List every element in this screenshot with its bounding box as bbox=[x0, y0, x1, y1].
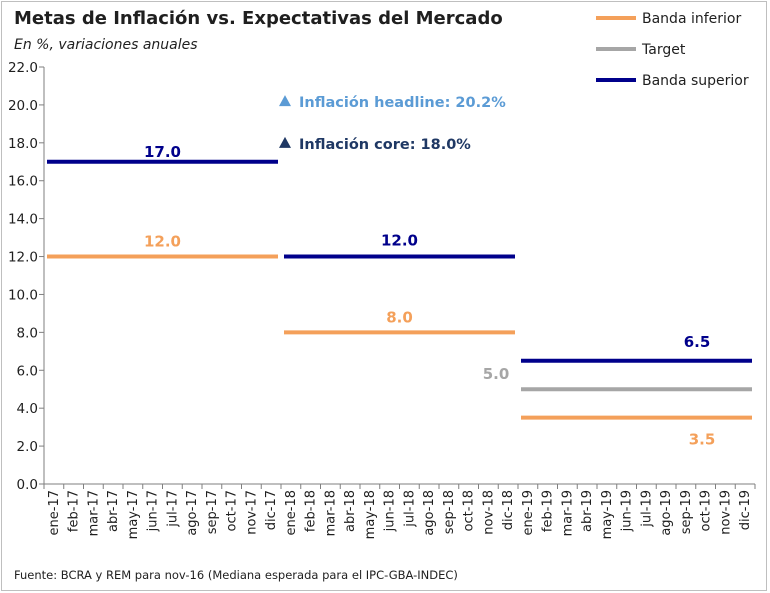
y-tick-label: 20.0 bbox=[8, 98, 38, 114]
annotation-label: Inflación core: 18.0% bbox=[299, 137, 471, 153]
x-tick-label: dic-19 bbox=[738, 490, 753, 530]
x-tick-label: ago-19 bbox=[659, 490, 674, 536]
annotation-triangle-marker bbox=[279, 136, 291, 148]
chart-subtitle: En %, variaciones anuales bbox=[14, 37, 198, 53]
y-tick-label: 18.0 bbox=[8, 136, 38, 152]
legend-label: Target bbox=[641, 42, 686, 58]
x-tick-label: oct-19 bbox=[699, 490, 714, 531]
x-tick-label: ene-17 bbox=[47, 490, 62, 535]
data-label: 12.0 bbox=[381, 232, 418, 250]
x-tick-label: feb-17 bbox=[67, 490, 82, 532]
y-tick-label: 16.0 bbox=[8, 174, 38, 190]
data-label: 3.5 bbox=[689, 431, 716, 449]
x-tick-label: abr-19 bbox=[580, 490, 595, 532]
legend-label: Banda inferior bbox=[642, 11, 741, 27]
x-tick-label: may-19 bbox=[600, 490, 615, 539]
x-tick-label: ene-19 bbox=[521, 490, 536, 535]
x-tick-label: mar-19 bbox=[560, 490, 575, 536]
y-tick-label: 22.0 bbox=[8, 60, 38, 76]
x-tick-label: dic-17 bbox=[264, 490, 279, 530]
x-tick-label: nov-17 bbox=[244, 490, 259, 535]
y-tick-label: 2.0 bbox=[17, 439, 38, 455]
x-tick-label: feb-19 bbox=[541, 490, 556, 532]
x-tick-label: ago-17 bbox=[185, 490, 200, 536]
x-tick-label: nov-19 bbox=[718, 490, 733, 535]
x-tick-label: abr-17 bbox=[106, 490, 121, 532]
x-tick-label: mar-17 bbox=[86, 490, 101, 536]
x-tick-label: jul-19 bbox=[639, 490, 654, 528]
chart-title: Metas de Inflación vs. Expectativas del … bbox=[14, 8, 503, 29]
x-tick-label: oct-17 bbox=[225, 490, 240, 531]
x-tick-label: jul-17 bbox=[165, 490, 180, 528]
x-tick-label: jul-18 bbox=[402, 490, 417, 528]
x-tick-label: may-17 bbox=[126, 490, 141, 539]
x-tick-label: sep-17 bbox=[205, 490, 220, 534]
x-tick-label: sep-19 bbox=[679, 490, 694, 534]
y-tick-label: 8.0 bbox=[17, 325, 38, 341]
legend-label: Banda superior bbox=[642, 73, 749, 89]
y-tick-label: 14.0 bbox=[8, 212, 38, 228]
x-tick-label: may-18 bbox=[363, 490, 378, 539]
annotation-triangle-marker bbox=[279, 95, 291, 107]
x-tick-label: oct-18 bbox=[462, 490, 477, 531]
x-tick-label: mar-18 bbox=[323, 490, 338, 536]
data-label: 6.5 bbox=[684, 333, 711, 351]
annotation-label: Inflación headline: 20.2% bbox=[299, 95, 506, 111]
y-tick-label: 12.0 bbox=[8, 250, 38, 266]
y-tick-label: 6.0 bbox=[17, 363, 38, 379]
chart-source: Fuente: BCRA y REM para nov-16 (Mediana … bbox=[14, 568, 458, 582]
x-tick-label: jun-17 bbox=[146, 490, 161, 532]
x-tick-label: ago-18 bbox=[422, 490, 437, 536]
data-label: 8.0 bbox=[386, 308, 413, 326]
x-tick-label: ene-18 bbox=[284, 490, 299, 535]
x-tick-label: dic-18 bbox=[501, 490, 516, 530]
data-label: 12.0 bbox=[144, 233, 181, 251]
x-tick-label: jun-19 bbox=[620, 490, 635, 532]
x-tick-label: feb-18 bbox=[304, 490, 319, 532]
x-tick-label: jun-18 bbox=[383, 490, 398, 532]
data-label: 17.0 bbox=[144, 143, 181, 161]
data-label: 5.0 bbox=[483, 365, 510, 383]
x-tick-label: nov-18 bbox=[481, 490, 496, 535]
x-tick-label: sep-18 bbox=[442, 490, 457, 534]
y-tick-label: 10.0 bbox=[8, 287, 38, 303]
x-tick-label: abr-18 bbox=[343, 490, 358, 532]
y-tick-label: 0.0 bbox=[17, 477, 38, 493]
y-tick-label: 4.0 bbox=[17, 401, 38, 417]
